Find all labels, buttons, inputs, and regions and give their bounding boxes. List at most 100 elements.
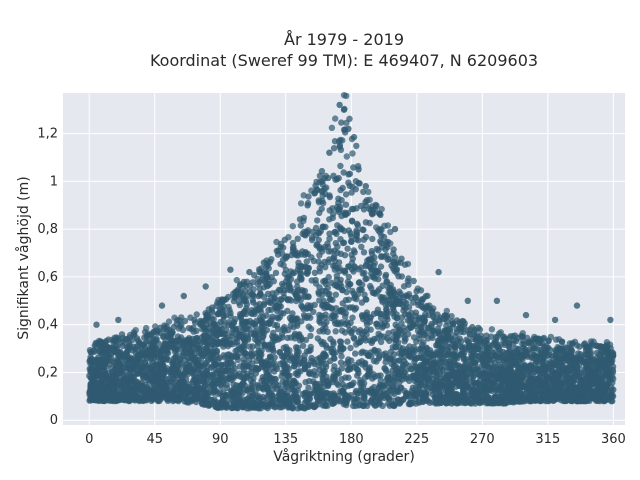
data-point [232,347,239,355]
data-point [331,229,338,236]
data-point [469,383,476,390]
data-point [129,374,136,381]
data-point [196,372,203,379]
data-point [365,368,372,375]
data-point [265,306,272,314]
data-point [242,310,250,318]
data-point [232,316,239,323]
data-point [338,119,345,126]
data-point [358,243,365,250]
data-point [348,251,355,259]
data-point [472,361,479,369]
data-point [340,169,347,176]
data-point [373,320,380,328]
data-point [331,376,338,384]
data-point [345,374,352,381]
data-point [331,257,339,265]
data-point [278,404,285,411]
data-point [359,330,366,337]
data-point [341,227,348,235]
data-point [259,334,266,341]
data-point [331,262,338,270]
data-point [428,363,435,371]
data-point [400,395,407,403]
data-point [326,296,334,303]
data-point [179,351,187,358]
data-point [373,388,380,396]
data-point [410,334,418,341]
data-point [313,186,320,193]
data-point [400,283,408,290]
data-point [129,383,137,391]
data-point [421,389,429,396]
data-point [342,399,349,406]
data-point [259,374,266,381]
data-point [176,379,184,386]
data-point [362,233,370,241]
data-point [269,334,277,342]
data-point [88,365,96,372]
data-point [304,396,311,404]
data-point [205,401,213,408]
data-point [416,335,423,343]
data-point [235,299,242,306]
data-point [312,276,319,284]
data-point [350,402,357,410]
data-point [161,370,168,377]
data-point [190,365,197,373]
data-point [434,342,441,349]
data-point [436,330,443,338]
data-point [303,269,310,276]
data-point [257,353,264,360]
data-point [224,342,232,350]
data-point [203,345,210,352]
data-point [345,296,352,303]
data-point [324,328,331,335]
data-point [332,328,339,335]
data-point [348,266,356,273]
data-point [558,376,565,383]
data-point [334,320,341,328]
data-point [605,396,612,403]
data-point [297,270,304,277]
data-point [363,296,370,303]
data-point [433,348,440,356]
data-point [377,372,384,379]
data-point [285,283,293,290]
data-point [304,304,311,312]
data-point [298,318,305,325]
data-point [237,281,244,288]
data-point [223,381,230,388]
data-point [407,400,414,408]
data-point [329,312,336,319]
data-point [525,391,533,399]
data-point [513,337,520,345]
data-point [350,334,357,341]
data-point [347,238,355,245]
data-point [480,343,488,350]
data-point [402,292,410,299]
data-point [227,309,234,317]
data-point [169,344,176,351]
data-point [252,307,259,314]
data-point [331,363,338,370]
data-point [257,306,264,313]
data-point [210,326,217,334]
data-point [536,383,544,390]
data-points [86,92,617,412]
data-point [271,354,278,361]
data-point [220,352,227,359]
data-point [203,386,210,393]
data-point [381,319,388,327]
data-point [319,302,326,309]
data-point [163,333,171,340]
data-point [594,383,601,390]
data-point [265,297,272,305]
data-point [279,280,286,288]
data-point [408,316,415,323]
data-point [334,396,342,403]
data-point [325,291,332,298]
data-point [301,352,308,359]
data-point [239,396,246,403]
data-point [141,359,149,367]
